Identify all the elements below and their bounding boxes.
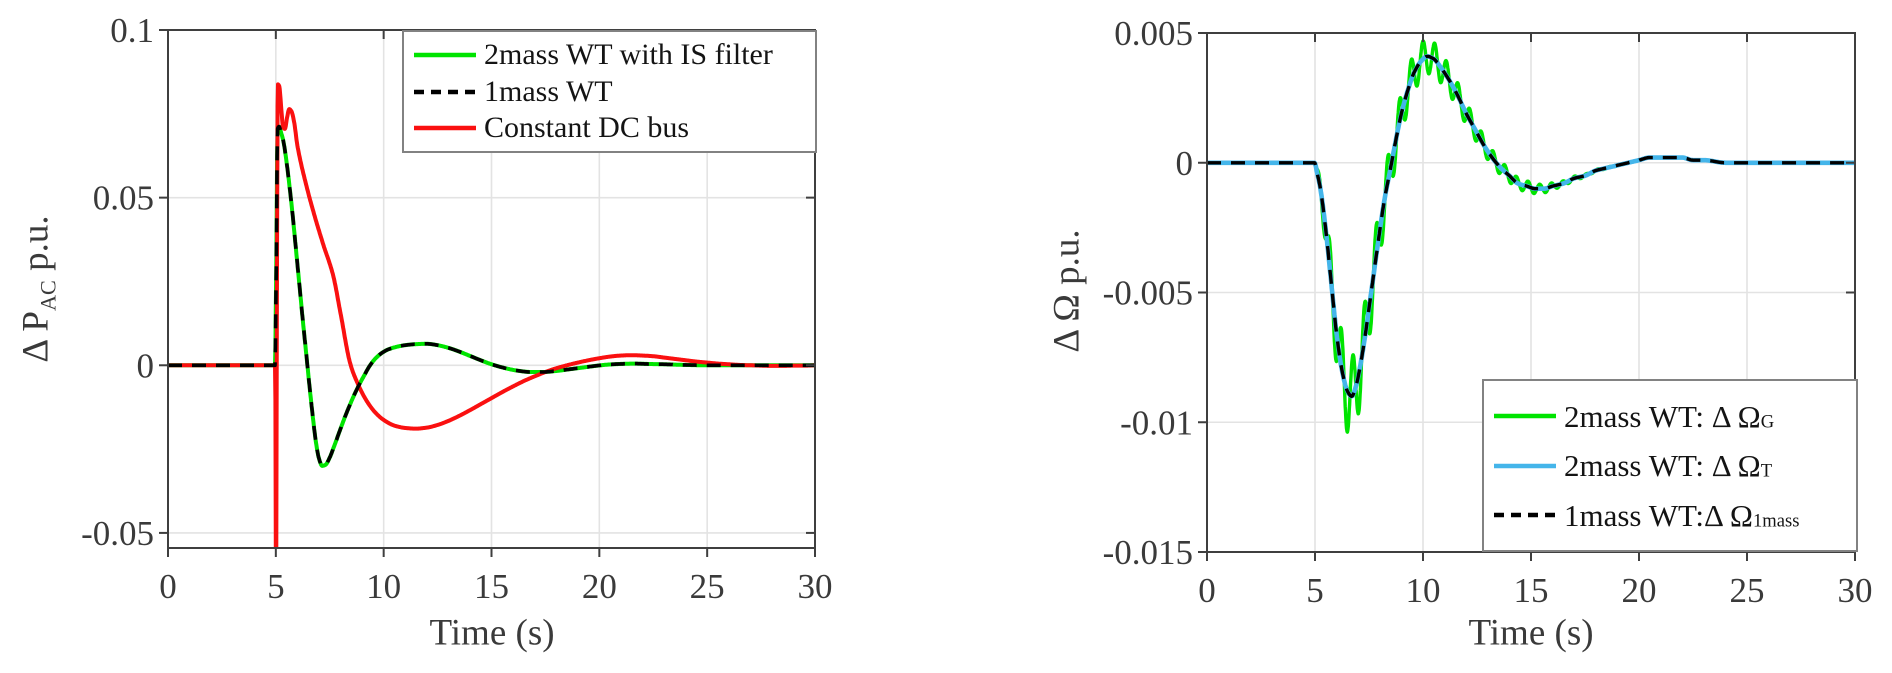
legend-label-subscript: G bbox=[1760, 411, 1775, 433]
x-tick-label: 10 bbox=[366, 567, 401, 606]
x-tick-label: 15 bbox=[1514, 571, 1549, 610]
legend-entry: 1mass WT bbox=[404, 74, 815, 108]
x-tick-label: 15 bbox=[474, 567, 509, 606]
y-tick-label: 0 bbox=[137, 346, 155, 385]
x-tick-label: 20 bbox=[582, 567, 617, 606]
left-y-axis-label-subscript: AC bbox=[35, 280, 61, 311]
legend-entry: Constant DC bus bbox=[404, 113, 815, 143]
y-tick-label: -0.01 bbox=[1120, 403, 1193, 442]
left-y-axis-label-text: Δ P bbox=[15, 310, 57, 363]
series-line-1mass-wt bbox=[169, 124, 814, 468]
solid-line-sample-icon bbox=[1494, 413, 1556, 419]
x-tick-label: 5 bbox=[267, 567, 285, 606]
legend-entry: 2mass WT with IS filter bbox=[404, 37, 815, 71]
series-group bbox=[169, 82, 814, 547]
right-y-axis-label-units: p.u. bbox=[1046, 229, 1088, 295]
right-y-axis-label: Δ Ω p.u. bbox=[1045, 229, 1092, 352]
legend-label: Constant DC bus bbox=[484, 111, 690, 145]
x-tick-label: 30 bbox=[798, 567, 833, 606]
legend-label: 2mass WT: Δ Ω bbox=[1564, 448, 1761, 483]
y-tick-label: -0.05 bbox=[81, 514, 154, 553]
legend-entry: 1mass WT:Δ Ω 1mass bbox=[1484, 500, 1856, 531]
x-tick-label: 10 bbox=[1406, 571, 1441, 610]
right-y-axis-label-text: Δ Ω bbox=[1046, 294, 1088, 353]
x-tick-label: 0 bbox=[1198, 571, 1216, 610]
y-tick-label: 0.005 bbox=[1114, 14, 1193, 53]
left-legend: 2mass WT with IS filter 1mass WT Constant … bbox=[402, 30, 817, 153]
left-y-axis-label-units: p.u. bbox=[15, 215, 57, 281]
legend-label: 1mass WT bbox=[484, 74, 613, 108]
left-y-axis-label: Δ PAC p.u. bbox=[14, 215, 61, 362]
series-group bbox=[1208, 39, 1854, 434]
dashed-line-sample-icon bbox=[1494, 512, 1556, 518]
series-line-constant-dc-bus bbox=[169, 82, 814, 547]
legend-label: 2mass WT: Δ Ω bbox=[1564, 398, 1761, 434]
left-x-axis-label: Time (s) bbox=[429, 612, 555, 654]
y-tick-label: 0 bbox=[1176, 144, 1194, 183]
right-legend: 2mass WT: Δ Ω G 2mass WT: Δ Ω T 1mass WT:Δ Ω… bbox=[1482, 379, 1858, 552]
x-tick-label: 20 bbox=[1622, 571, 1657, 610]
y-tick-label: 0.1 bbox=[110, 11, 154, 50]
y-tick-label: -0.005 bbox=[1103, 274, 1193, 313]
y-tick-label: -0.015 bbox=[1103, 533, 1193, 572]
x-tick-label: 5 bbox=[1306, 571, 1324, 610]
legend-label: 2mass WT with IS filter bbox=[484, 37, 773, 71]
solid-line-sample-icon bbox=[1494, 463, 1556, 468]
dashed-line-sample-icon bbox=[414, 89, 476, 94]
x-tick-label: 25 bbox=[690, 567, 725, 606]
series-line-1mass-wt-1mass bbox=[1208, 54, 1854, 398]
legend-label-subscript: T bbox=[1760, 460, 1773, 482]
y-tick-label: 0.05 bbox=[93, 179, 154, 218]
solid-line-sample-icon bbox=[414, 126, 476, 131]
x-tick-label: 30 bbox=[1838, 571, 1873, 610]
solid-line-sample-icon bbox=[414, 52, 476, 57]
x-tick-label: 0 bbox=[159, 567, 177, 606]
legend-label: 1mass WT:Δ Ω bbox=[1564, 497, 1753, 533]
legend-label-subscript: 1mass bbox=[1752, 510, 1800, 532]
right-x-axis-label: Time (s) bbox=[1468, 612, 1594, 654]
x-tick-label: 25 bbox=[1730, 571, 1765, 610]
